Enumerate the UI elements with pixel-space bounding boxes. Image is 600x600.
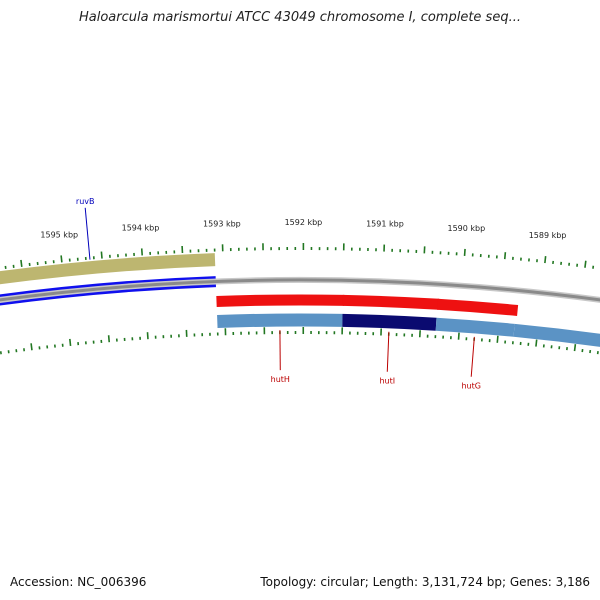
major-tick <box>30 343 33 351</box>
major-tick <box>20 259 23 267</box>
hutI-leader-line <box>386 331 390 372</box>
hutG-gene-bar[interactable] <box>435 317 515 337</box>
kbp-label: 1594 kbp <box>122 223 160 232</box>
accession-label: Accession: NC_006396 <box>10 575 147 589</box>
ruvB-gene-bar[interactable] <box>0 253 216 285</box>
kbp-label: 1595 kbp <box>40 230 78 239</box>
kbp-label: 1589 kbp <box>529 231 567 240</box>
hutH-gene-bar[interactable] <box>217 313 343 328</box>
gene-bar-continuation <box>513 323 600 347</box>
major-tick <box>457 332 460 340</box>
major-tick <box>107 335 111 343</box>
hutG-gene-label[interactable]: hutG <box>461 382 480 391</box>
ruvB-gene-label[interactable]: ruvB <box>76 197 95 206</box>
major-tick <box>584 260 587 268</box>
major-tick <box>573 344 577 352</box>
gene-label-group: ruvB hutH hutI hutG <box>76 197 481 391</box>
hutI-gene-arrow[interactable] <box>342 294 440 310</box>
major-tick <box>535 339 538 347</box>
hutI-gene-bar[interactable] <box>342 313 437 331</box>
major-tick <box>544 256 547 264</box>
hutH-gene-arrow[interactable] <box>216 294 345 307</box>
reverse-gene-bars[interactable] <box>217 313 600 347</box>
major-tick <box>463 248 466 256</box>
major-tick <box>100 251 103 259</box>
chromosome-backbone <box>0 278 600 302</box>
hutI-gene-label[interactable]: hutI <box>379 377 395 386</box>
reverse-gene-arrows[interactable] <box>216 294 519 316</box>
genome-summary: Topology: circular; Length: 3,131,724 bp… <box>260 575 590 589</box>
outer-tick-ring <box>4 243 595 269</box>
major-tick <box>69 338 72 346</box>
kbp-label-group: 1595 kbp 1594 kbp 1593 kbp 1592 kbp 1591 kbp… <box>40 218 566 240</box>
hutH-gene-label[interactable]: hutH <box>271 375 290 384</box>
hutG-leader-line <box>470 336 475 377</box>
kbp-label: 1593 kbp <box>203 219 241 228</box>
inner-tick-ring <box>0 327 599 355</box>
map-title: Haloarcula marismortui ATCC 43049 chromo… <box>79 10 521 25</box>
kbp-label: 1590 kbp <box>447 224 485 233</box>
major-tick <box>60 255 63 263</box>
ruvB-leader-line <box>84 207 91 260</box>
major-tick <box>503 252 507 260</box>
kbp-label: 1591 kbp <box>366 220 404 229</box>
hutG-gene-arrow[interactable] <box>437 298 519 316</box>
major-tick <box>496 335 499 343</box>
kbp-label: 1592 kbp <box>285 218 323 227</box>
